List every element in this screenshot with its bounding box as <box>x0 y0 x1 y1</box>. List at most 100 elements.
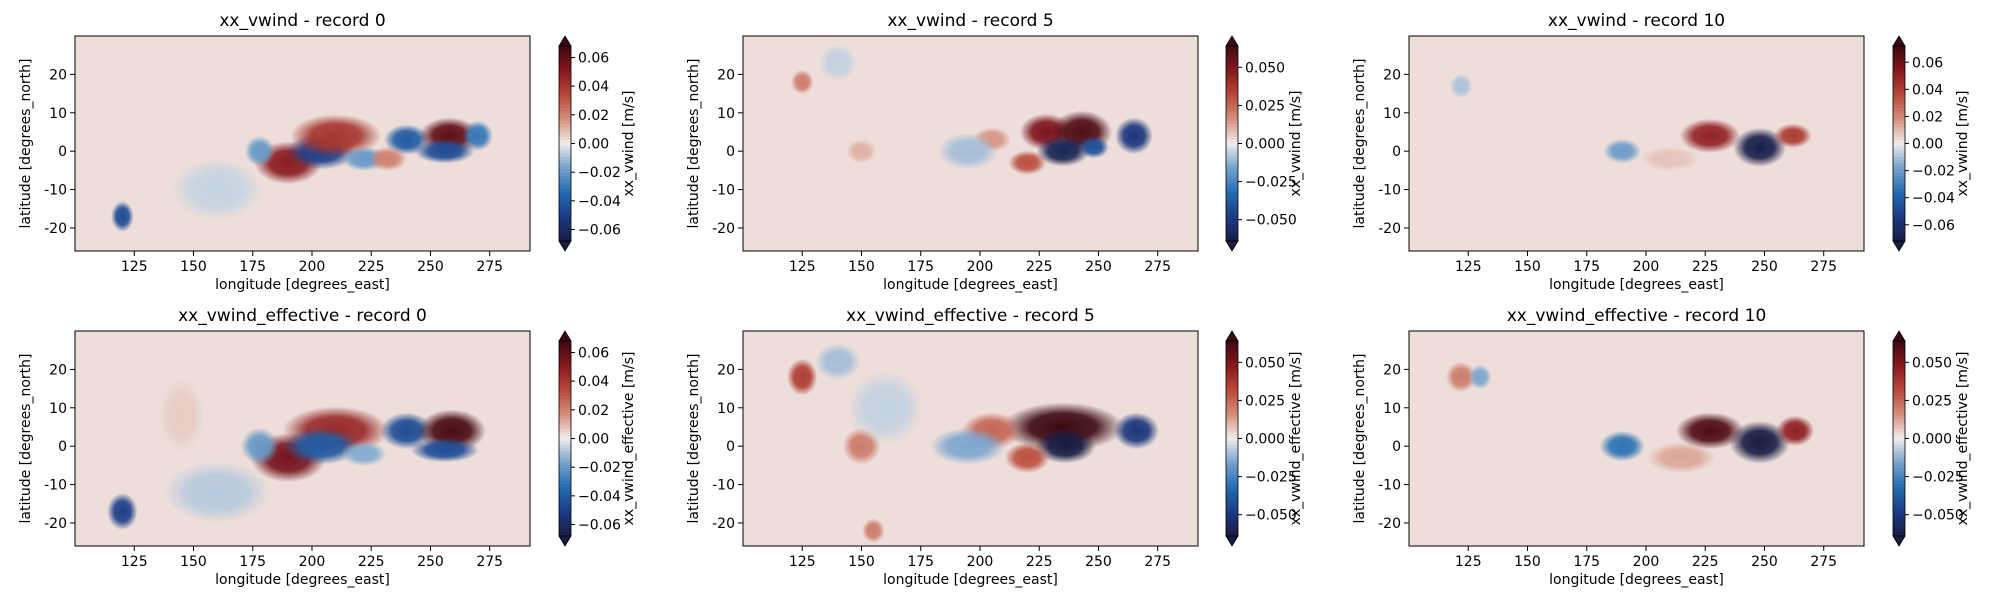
colorbar-segment <box>559 341 571 345</box>
y-axis-label: latitude [degrees_north] <box>1352 59 1368 229</box>
colorbar-segment <box>1893 143 1905 148</box>
colorbar-segment <box>559 156 571 161</box>
colorbar-segment <box>1226 146 1238 151</box>
colorbar-segment <box>559 367 571 371</box>
field-blob <box>861 518 885 543</box>
panel-5: xx_vwind_effective - record 10 125 150 175 2… <box>1352 306 1971 588</box>
colorbar-segment <box>1226 451 1238 456</box>
colorbar-segment <box>1226 156 1238 161</box>
colorbar-tick-label: 0.025 <box>1912 393 1952 409</box>
colorbar-segment <box>1226 218 1238 223</box>
colorbar-segment <box>559 532 571 537</box>
colorbar-segment <box>559 461 571 466</box>
colorbar-segment <box>1226 445 1238 449</box>
colorbar-segment <box>559 75 571 80</box>
colorbar-segment <box>1893 415 1905 420</box>
colorbar-tick-label: 0.00 <box>1912 137 1943 153</box>
colorbar-segment <box>1226 347 1238 352</box>
field-blob <box>240 427 279 465</box>
colorbar-segment <box>559 493 571 498</box>
colorbar-segment <box>1893 526 1905 531</box>
colorbar-segment <box>559 81 571 86</box>
y-tick-label: 20 <box>717 67 735 83</box>
colorbar-segment <box>1893 376 1905 381</box>
colorbar-segment <box>559 55 571 60</box>
colorbar-segment <box>1893 195 1905 200</box>
colorbar-segment <box>1226 497 1238 501</box>
x-tick-label: 225 <box>358 554 385 570</box>
colorbar-segment <box>1893 68 1905 73</box>
colorbar-segment <box>559 101 571 106</box>
colorbar-segment <box>1226 529 1238 534</box>
colorbar-segment <box>1893 367 1905 371</box>
colorbar-segment <box>559 376 571 381</box>
colorbar-segment <box>1893 519 1905 524</box>
field-blob <box>1449 73 1473 99</box>
colorbar-segment <box>1893 49 1905 54</box>
colorbar-segment <box>559 198 571 203</box>
colorbar-segment <box>1893 386 1905 391</box>
colorbar-segment <box>559 506 571 511</box>
colorbar-segment <box>559 503 571 508</box>
colorbar-segment <box>559 78 571 83</box>
colorbar-segment <box>1893 85 1905 89</box>
colorbar-segment <box>1226 484 1238 488</box>
field-blob <box>171 158 263 221</box>
colorbar-segment <box>1893 88 1905 93</box>
colorbar-segment <box>1226 124 1238 128</box>
y-tick-label: -20 <box>712 221 735 237</box>
colorbar-segment <box>1893 117 1905 122</box>
colorbar-label: xx_vwind [m/s] <box>1288 91 1304 197</box>
colorbar-segment <box>1226 370 1238 375</box>
field-blob <box>1647 442 1716 474</box>
colorbar-extend-max <box>1225 330 1239 342</box>
colorbar-segment <box>559 195 571 200</box>
colorbar-label: xx_vwind_effective [m/s] <box>621 352 637 526</box>
field-blob <box>930 427 1007 465</box>
y-tick-label: 10 <box>49 106 67 122</box>
colorbar-segment <box>1893 529 1905 534</box>
colorbar-segment <box>559 208 571 213</box>
colorbar-tick-label: 0.025 <box>1245 98 1285 114</box>
colorbar-segment <box>1893 98 1905 102</box>
colorbar-segment <box>1893 107 1905 112</box>
colorbar-tick-label: −0.025 <box>1912 470 1964 486</box>
y-tick-label: 0 <box>1392 144 1401 160</box>
colorbar-segment <box>1893 140 1905 145</box>
colorbar-segment <box>1893 166 1905 171</box>
colorbar-segment <box>1893 65 1905 70</box>
colorbar-segment <box>1226 415 1238 420</box>
colorbar-segment <box>1226 523 1238 527</box>
colorbar-segment <box>559 402 571 407</box>
colorbar-segment <box>1226 111 1238 115</box>
colorbar-segment <box>1893 62 1905 67</box>
panel-title: xx_vwind_effective - record 5 <box>846 306 1095 326</box>
panel-title: xx_vwind_effective - record 0 <box>178 306 427 326</box>
colorbar-segment <box>1893 406 1905 410</box>
colorbar-extend-max <box>558 35 572 47</box>
x-tick-label: 175 <box>907 554 934 570</box>
y-tick-label: 10 <box>1383 401 1401 417</box>
colorbar-tick-label: −0.02 <box>578 165 621 181</box>
x-axis-label: longitude [degrees_east] <box>215 277 390 293</box>
x-tick-label: 150 <box>848 259 875 275</box>
y-tick-label: -10 <box>712 183 735 199</box>
field-blob <box>410 437 479 463</box>
colorbar-segment <box>559 438 571 443</box>
colorbar-segment <box>1893 510 1905 514</box>
colorbar-segment <box>1893 484 1905 488</box>
colorbar-segment <box>1226 163 1238 167</box>
colorbar-segment <box>1893 490 1905 495</box>
colorbar-segment <box>559 529 571 534</box>
colorbar-segment <box>559 445 571 449</box>
colorbar-segment <box>559 513 571 518</box>
colorbar-segment <box>1893 412 1905 417</box>
colorbar-segment <box>559 146 571 151</box>
x-tick-label: 275 <box>1810 554 1837 570</box>
colorbar-segment <box>1893 373 1905 378</box>
colorbar-segment <box>1893 237 1905 242</box>
colorbar-tick-label: 0.050 <box>1245 60 1285 76</box>
y-axis-label: latitude [degrees_north] <box>686 59 702 229</box>
field-blob <box>107 493 138 530</box>
